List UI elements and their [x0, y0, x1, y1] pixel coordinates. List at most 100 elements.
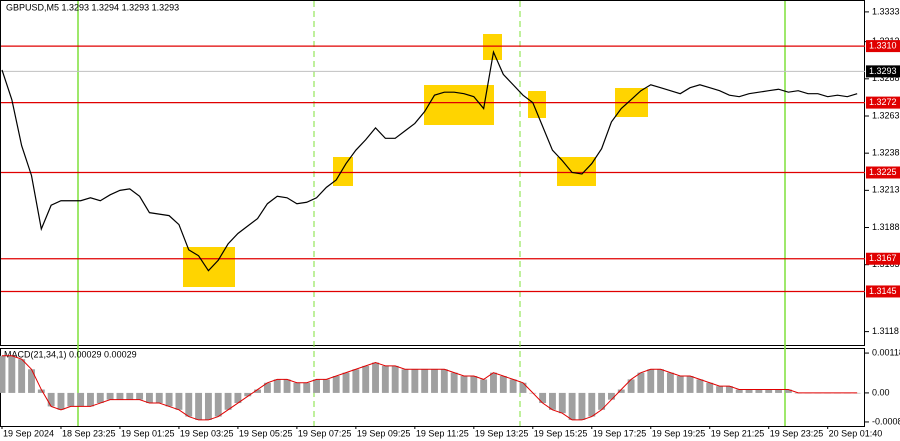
- macd-bar: [204, 392, 212, 420]
- y-tick-label: 1.3333: [872, 6, 900, 16]
- macd-bar: [480, 379, 488, 393]
- highlight-box: [333, 157, 353, 186]
- macd-bar: [568, 392, 576, 420]
- macd-bar: [18, 359, 26, 393]
- x-tick-label: 19 Sep 17:25: [593, 428, 647, 438]
- macd-bar: [126, 392, 134, 400]
- level-label: 1.3310: [869, 40, 897, 50]
- highlight-box: [528, 91, 546, 118]
- x-tick-label: 19 Sep 2024: [3, 428, 54, 438]
- macd-bar: [116, 392, 124, 400]
- macd-bar: [657, 369, 665, 393]
- x-tick-label: 19 Sep 23:25: [770, 428, 824, 438]
- level-label: 1.3167: [869, 253, 897, 263]
- macd-bar: [421, 369, 429, 393]
- macd-bar: [549, 392, 556, 410]
- macd-bar: [67, 392, 75, 407]
- macd-bar: [381, 365, 389, 393]
- macd-bar: [735, 389, 743, 393]
- macd-bar: [539, 392, 547, 404]
- x-tick-label: 19 Sep 21:25: [711, 428, 765, 438]
- macd-bar: [362, 365, 370, 393]
- macd-bar: [509, 379, 517, 393]
- y-tick-label: 1.3118: [872, 326, 899, 336]
- x-tick-label: 19 Sep 11:25: [416, 428, 469, 438]
- highlight-box: [483, 34, 502, 60]
- macd-bar: [627, 379, 635, 393]
- macd-line: [2, 355, 858, 421]
- macd-bar: [499, 376, 507, 393]
- x-tick-label: 19 Sep 07:25: [298, 428, 352, 438]
- macd-bar: [598, 392, 606, 410]
- x-tick-label: 18 Sep 23:25: [62, 428, 116, 438]
- macd-bar: [696, 379, 704, 393]
- current-price-label: 1.3293: [869, 66, 897, 76]
- macd-bar: [37, 389, 45, 393]
- y-tick-label: 1.3188: [872, 222, 900, 232]
- macd-bar: [106, 392, 114, 400]
- highlight-boxes: [183, 34, 648, 287]
- macd-bar: [391, 365, 399, 393]
- macd-bar: [185, 392, 193, 417]
- current-price-box: [866, 65, 900, 78]
- level-box: [866, 40, 900, 53]
- macd-bar: [234, 392, 242, 404]
- macd-bar: [254, 389, 262, 393]
- macd-bar: [617, 389, 625, 393]
- macd-bar: [440, 369, 448, 393]
- x-tick-label: 20 Sep 01:40: [829, 428, 883, 438]
- macd-y-tick-label: -0.00086: [872, 416, 900, 426]
- y-tick-label: 1.3288: [872, 73, 900, 83]
- level-box: [866, 285, 900, 298]
- x-tick-label: 19 Sep 13:25: [475, 428, 529, 438]
- macd-bar: [165, 392, 173, 407]
- macd-bar: [146, 392, 153, 404]
- macd-bar: [28, 369, 35, 393]
- macd-bar: [725, 386, 733, 393]
- x-tick-label: 19 Sep 05:25: [239, 428, 293, 438]
- macd-bar: [411, 369, 419, 393]
- level-label: 1.3145: [869, 286, 897, 296]
- macd-y-tick-label: 0.00: [872, 387, 890, 397]
- macd-bar: [87, 392, 94, 407]
- macd-bar: [470, 376, 478, 393]
- macd-bar: [765, 389, 773, 393]
- macd-bar: [136, 392, 144, 400]
- macd-bar: [342, 372, 350, 393]
- macd-y-tick-label: 0.00118: [872, 347, 900, 357]
- macd-bar: [224, 392, 232, 410]
- macd-bar: [352, 369, 360, 393]
- macd-bar: [784, 389, 792, 393]
- macd-bar: [175, 392, 183, 410]
- macd-bar: [588, 392, 596, 417]
- y-tick-label: 1.3263: [872, 110, 900, 120]
- macd-bar: [706, 382, 714, 393]
- macd-bar: [431, 369, 438, 393]
- level-box: [866, 252, 900, 265]
- x-tick-label: 19 Sep 09:25: [357, 428, 411, 438]
- macd-bar: [77, 392, 85, 407]
- macd-bar: [637, 372, 645, 393]
- macd-bar: [755, 389, 763, 393]
- macd-bar: [716, 386, 723, 393]
- macd-bar: [0, 355, 6, 393]
- macd-bar: [214, 392, 222, 417]
- level-box: [866, 166, 900, 179]
- x-tick-label: 19 Sep 19:25: [652, 428, 706, 438]
- macd-bar: [745, 389, 753, 393]
- macd-bar: [195, 392, 203, 420]
- macd-bar: [558, 392, 566, 414]
- macd-bar: [57, 392, 65, 410]
- y-tick-label: 1.3213: [872, 185, 900, 195]
- macd-bar: [647, 369, 655, 393]
- macd-bar: [607, 392, 615, 400]
- highlight-box: [424, 85, 494, 125]
- macd-bar: [8, 355, 16, 393]
- level-label: 1.3225: [869, 167, 897, 177]
- macd-bar: [313, 379, 320, 393]
- macd-bar: [263, 382, 271, 393]
- macd-bar: [322, 379, 330, 393]
- x-tick-label: 19 Sep 01:25: [121, 428, 175, 438]
- macd-bar: [519, 382, 527, 393]
